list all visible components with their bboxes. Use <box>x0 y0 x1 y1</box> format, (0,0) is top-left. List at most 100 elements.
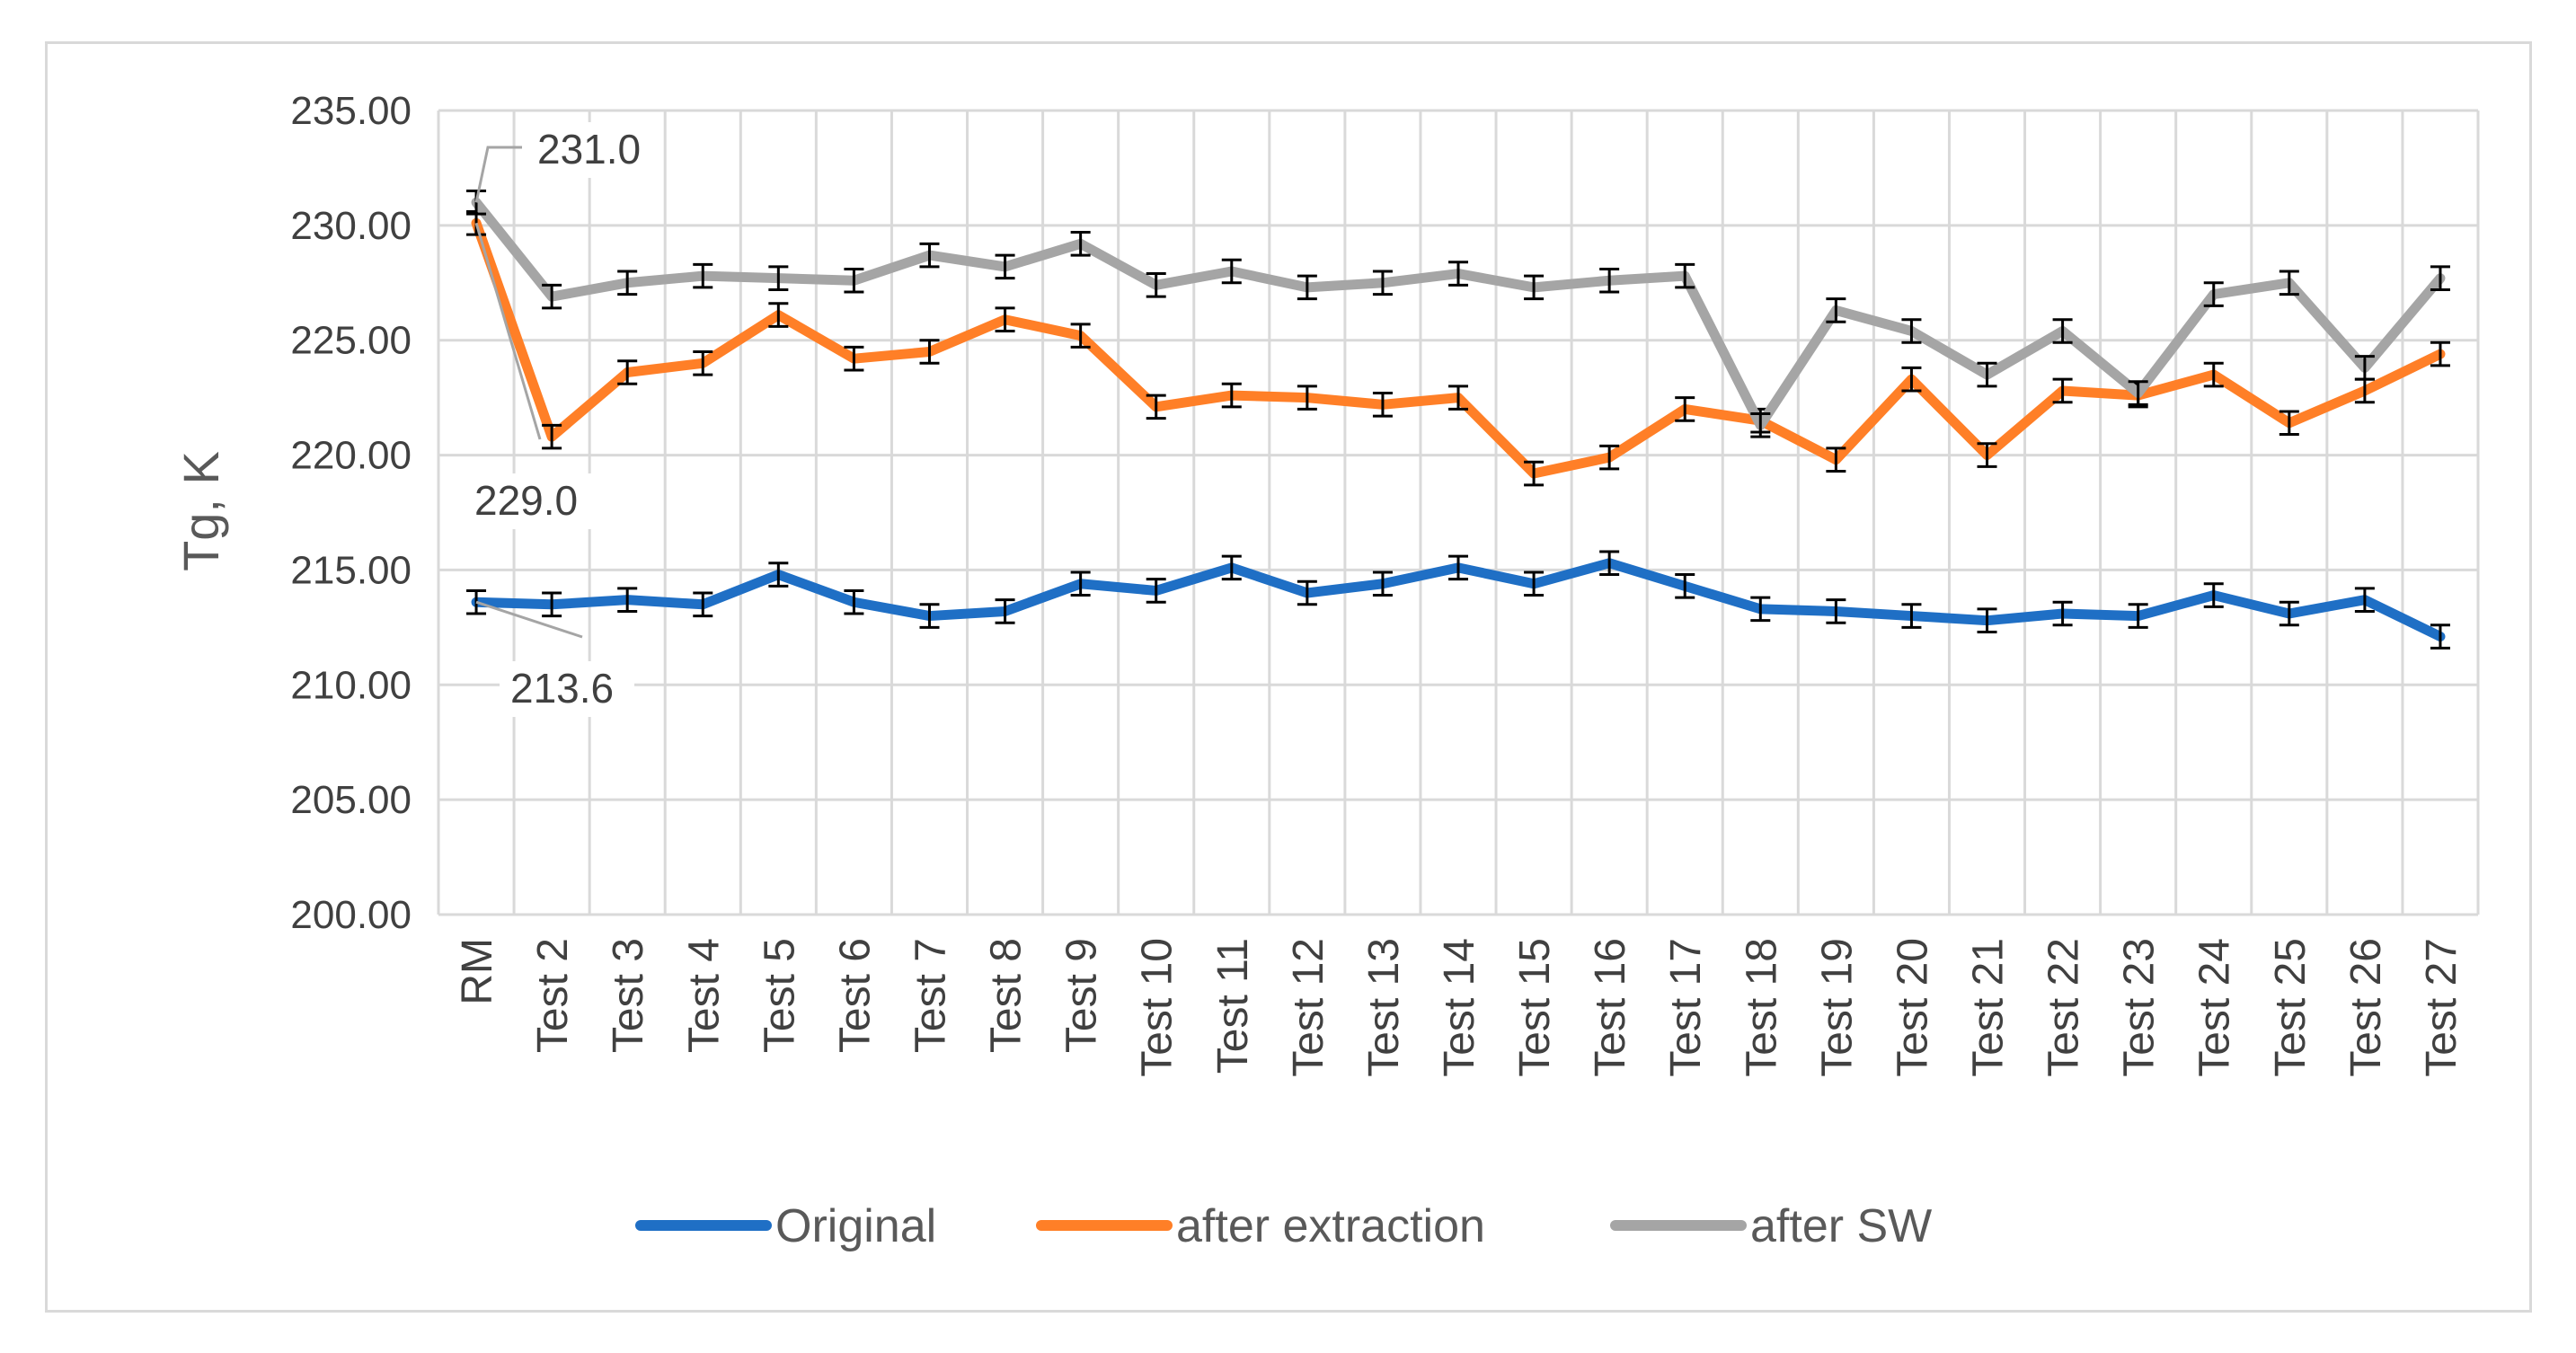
x-tick-label: Test 7 <box>907 938 954 1053</box>
error-bar <box>1599 550 1620 577</box>
error-bar <box>1070 323 1091 349</box>
x-tick-label: Test 13 <box>1360 938 1408 1077</box>
error-bar <box>2430 265 2450 291</box>
error-bar <box>768 302 789 328</box>
error-bar <box>1372 570 1393 597</box>
error-bar <box>919 242 940 269</box>
callout-box <box>527 122 661 178</box>
callout-leader <box>474 146 522 203</box>
error-bar <box>1146 578 1166 604</box>
error-bar <box>1448 554 1468 581</box>
legend-item-original: Original <box>635 1200 936 1252</box>
series-after-sw <box>466 190 2450 438</box>
error-bar <box>2203 582 2224 608</box>
x-tick-label: Test 26 <box>2342 938 2390 1077</box>
callout-box <box>464 473 598 529</box>
error-bar <box>2430 623 2450 650</box>
y-tick-label: 200.00 <box>290 893 412 937</box>
error-bar <box>844 267 864 294</box>
x-tick-label: Test 6 <box>831 938 879 1053</box>
error-bar <box>1221 258 1242 285</box>
error-bar <box>2128 380 2148 406</box>
x-tick-label: Test 20 <box>1889 938 1936 1077</box>
error-bar <box>2279 600 2299 627</box>
error-bar <box>2203 281 2224 307</box>
x-tick-label: Test 17 <box>1662 938 1710 1077</box>
legend-label: Original <box>775 1200 936 1252</box>
x-tick-label: Test 2 <box>529 938 577 1053</box>
error-bar <box>2279 410 2299 437</box>
error-bar <box>1750 596 1771 623</box>
error-bar <box>1977 361 1997 388</box>
error-bar <box>919 603 940 629</box>
error-bar <box>2128 603 2148 629</box>
data-callout: 229.0 <box>464 222 598 529</box>
x-tick-label: Test 15 <box>1511 938 1559 1077</box>
series-line <box>471 217 2446 479</box>
error-bar <box>1524 570 1545 597</box>
error-bar <box>617 359 638 385</box>
error-bar <box>1901 603 1922 629</box>
y-tick-label: 210.00 <box>290 663 412 707</box>
x-tick-label: Test 23 <box>2116 938 2164 1077</box>
x-tick-label: Test 5 <box>756 938 803 1053</box>
error-bar <box>693 350 713 376</box>
x-tick-label: Test 22 <box>2040 938 2088 1077</box>
y-tick-label: 215.00 <box>290 548 412 592</box>
legend-item-after-extraction: after extraction <box>1036 1200 1485 1252</box>
error-bar <box>2279 270 2299 296</box>
x-tick-label: Test 18 <box>1738 938 1785 1077</box>
grid-layer <box>437 109 2480 916</box>
error-bar <box>768 562 789 588</box>
error-bar <box>1448 385 1468 411</box>
x-tick-label: Test 24 <box>2191 938 2239 1077</box>
callout-leader <box>474 222 542 440</box>
callout-label: 229.0 <box>474 477 578 524</box>
error-bar <box>1448 261 1468 287</box>
legend-label: after extraction <box>1176 1200 1485 1252</box>
callout-label: 213.6 <box>510 665 614 712</box>
error-bar <box>693 262 713 289</box>
callout-label: 231.0 <box>537 126 641 172</box>
callout-box <box>500 661 634 717</box>
error-bar <box>1675 573 1695 599</box>
y-tick-label: 205.00 <box>290 778 412 822</box>
y-tick-label: 225.00 <box>290 319 412 363</box>
error-bar <box>1372 392 1393 418</box>
error-bar <box>1977 442 1997 468</box>
error-bar <box>2354 587 2375 613</box>
error-bar <box>1070 231 1091 257</box>
error-bar <box>2430 340 2450 367</box>
data-callout: 213.6 <box>475 600 634 717</box>
x-tick-label: Test 10 <box>1134 938 1182 1077</box>
x-tick-label: RM <box>454 938 501 1005</box>
x-tick-label: Test 19 <box>1813 938 1861 1077</box>
error-bar <box>995 306 1015 332</box>
x-tick-label: Test 11 <box>1209 938 1257 1074</box>
error-bar <box>1901 318 1922 344</box>
y-tick-label: 220.00 <box>290 434 412 478</box>
error-bar <box>2203 361 2224 388</box>
error-bar <box>1221 554 1242 581</box>
legend-label: after SW <box>1750 1200 1932 1252</box>
error-bar <box>1297 274 1317 301</box>
error-bar <box>542 423 562 450</box>
error-bar <box>542 283 562 310</box>
error-bar <box>1146 272 1166 298</box>
x-tick-label: Test 3 <box>605 938 652 1053</box>
series-after-extraction <box>466 210 2450 487</box>
error-bar <box>1599 267 1620 294</box>
error-bar <box>1524 460 1545 487</box>
error-bar <box>1297 385 1317 411</box>
error-bar <box>1826 297 1846 323</box>
error-bar <box>617 270 638 296</box>
chart-frame: 200.00 205.00 210.00 215.00 220.00 225.00 230.… <box>45 41 2532 1313</box>
error-bar <box>1826 447 1846 473</box>
data-callout: 231.0 <box>474 122 661 203</box>
y-tick-labels: 200.00 205.00 210.00 215.00 220.00 225.00 230.… <box>290 89 412 937</box>
x-tick-label: Test 14 <box>1436 938 1483 1077</box>
y-axis-title: Tg, K <box>173 451 229 571</box>
error-bar <box>919 339 940 365</box>
error-bar <box>844 588 864 615</box>
callout-leader <box>475 600 583 639</box>
